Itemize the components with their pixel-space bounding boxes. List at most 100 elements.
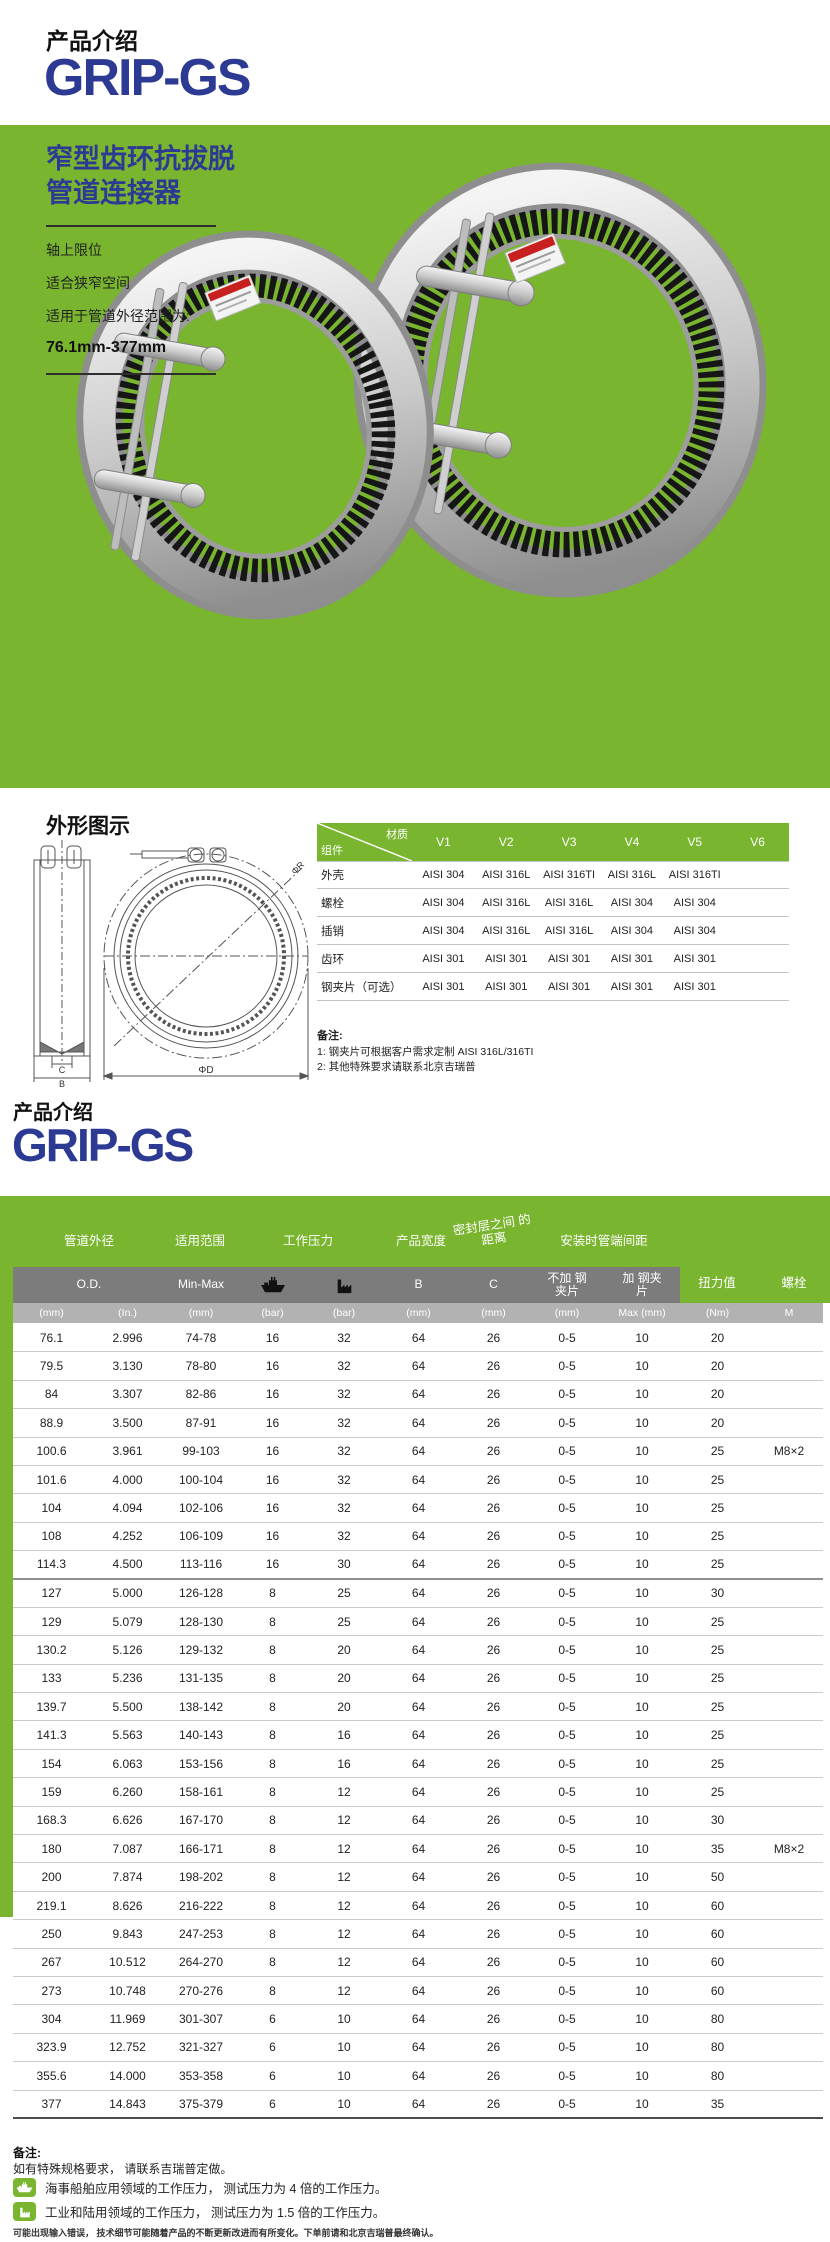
spec-cell: 8 (269, 1784, 276, 1799)
materials-corner-top: 材质 (386, 829, 408, 841)
spec-cell: 10 (635, 1898, 649, 1913)
spec-cell: 321-327 (178, 2040, 224, 2055)
spec-cell: 25 (710, 1529, 725, 1544)
spec-cell: 26 (486, 1614, 501, 1629)
spec-cell: 10 (635, 1359, 649, 1374)
spec-row: 355.6 14.000 353-358 6 10 64 26 0-5 10 80 (13, 2062, 823, 2091)
ship-icon (237, 1277, 308, 1293)
footer-marine-line: 海事船舶应用领域的工作压力， 测试压力为 4 倍的工作压力。 (13, 2178, 387, 2197)
materials-table-header: 材质 组件 V1 V2 V3 V4 V5 V6 (317, 823, 789, 861)
spec-cell: 10 (635, 1472, 649, 1487)
spec-row: 377 14.843 375-379 6 10 64 26 0-5 10 35 (13, 2090, 823, 2119)
material-value: AISI 301 (547, 952, 591, 965)
subheader-c: C (489, 1277, 498, 1292)
spec-cell: 26 (486, 1841, 501, 1856)
spec-cell: 3.500 (112, 1415, 143, 1430)
spec-cell: 127 (41, 1586, 62, 1601)
spec-cell: 0-5 (558, 1813, 576, 1828)
spec-cell: 26 (486, 1813, 501, 1828)
spec-row: 101.6 4.000 100-104 16 32 64 26 0-5 10 25 (13, 1465, 823, 1495)
spec-cell: 6 (269, 2096, 276, 2111)
spec-cell: 26 (486, 1898, 501, 1913)
spec-cell: 25 (710, 1444, 725, 1459)
spec-cell: 12 (337, 1955, 351, 1970)
spec-row: 129 5.079 128-130 8 25 64 26 0-5 10 25 (13, 1607, 823, 1637)
spec-row: 133 5.236 131-135 8 20 64 26 0-5 10 25 (13, 1664, 823, 1694)
spec-table: 管道外径 适用范围 工作压力 产品宽度 密封层之间 的距离 安装时管端间距 扭力… (0, 1196, 830, 2119)
subheader-od: O.D. (76, 1277, 102, 1292)
spec-cell: 10 (337, 2096, 351, 2111)
spec-cell: 14.843 (109, 2096, 146, 2111)
group-applicable-range: 适用范围 (174, 1234, 226, 1248)
spec-cell: 16 (337, 1756, 351, 1771)
material-value: AISI 304 (610, 896, 653, 909)
spec-cell: 247-253 (178, 1926, 224, 1941)
spec-cell: 64 (411, 2040, 426, 2055)
material-value: AISI 316L (482, 869, 531, 881)
spec-cell: 74-78 (185, 1330, 217, 1345)
spec-cell: 64 (411, 1501, 426, 1516)
spec-cell: 6 (269, 2012, 276, 2027)
spec-cell: 64 (411, 2068, 426, 2083)
material-value: AISI 301 (485, 980, 528, 993)
materials-table: 材质 组件 V1 V2 V3 V4 V5 V6 外壳 AISI 304 AISI 316L AI… (317, 823, 789, 1001)
spec-cell: 26 (486, 1955, 501, 1970)
spec-cell: 32 (337, 1472, 351, 1487)
spec-cell: 16 (265, 1387, 280, 1402)
product-photo (76, 162, 767, 620)
spec-cell: 270-276 (178, 1983, 224, 1998)
spec-cell: 64 (411, 1898, 426, 1913)
unit-label: Max (mm) (618, 1307, 666, 1319)
spec-cell: 64 (411, 1642, 426, 1657)
spec-cell: 154 (41, 1756, 62, 1771)
spec-cell: 3.307 (112, 1387, 143, 1402)
spec-cell: 32 (337, 1529, 351, 1544)
spec-cell: 0-5 (558, 1359, 576, 1374)
spec-cell: 26 (486, 1359, 501, 1374)
spec-cell: 10 (635, 1983, 649, 1998)
dim-label-d: ΦD (198, 1065, 213, 1076)
coupling-ring-front (76, 230, 434, 620)
spec-cell: 12.752 (109, 2040, 146, 2055)
spec-cell: 10.512 (109, 1955, 146, 1970)
hero-text-block: 窄型齿环抗拔脱 管道连接器 轴上限位 适合狭窄空间 适用于管道外径范围为: 76… (46, 143, 306, 385)
section2-header: 产品介绍 GRIP-GS (0, 1090, 830, 1196)
group-product-width: 产品宽度 (395, 1234, 447, 1248)
spec-cell: 10 (337, 2040, 351, 2055)
materials-note-2: 2: 其他特殊要求请联系北京吉瑞普 (317, 1061, 476, 1074)
spec-row: 114.3 4.500 113-116 16 30 64 26 0-5 10 25 (13, 1551, 823, 1580)
spec-cell: 64 (411, 1841, 426, 1856)
material-value: AISI 316L (482, 924, 531, 937)
spec-row: 323.9 12.752 321-327 6 10 64 26 0-5 10 80 (13, 2033, 823, 2063)
spec-cell: 14.000 (109, 2068, 146, 2083)
brand-title: GRIP-GS (44, 49, 252, 107)
spec-cell: 88.9 (39, 1415, 64, 1430)
spec-cell: 26 (486, 1870, 501, 1885)
spec-cell: 26 (486, 1983, 501, 1998)
spec-cell: 10 (635, 1529, 649, 1544)
spec-cell: 10 (635, 1415, 649, 1430)
hero-feature-3: 适用于管道外径范围为: (46, 307, 190, 324)
spec-cell: 129-132 (178, 1642, 224, 1657)
spec-cell: 10 (635, 2012, 649, 2027)
hero-feature-2: 适合狭窄空间 (46, 274, 130, 291)
spec-cell: 64 (411, 1472, 426, 1487)
materials-notes-title: 备注: (317, 1030, 343, 1042)
spec-cell: 26 (486, 1671, 501, 1686)
unit-label: (mm) (481, 1307, 506, 1319)
spec-cell: 323.9 (36, 2040, 67, 2055)
spec-cell: 82-86 (185, 1387, 217, 1402)
spec-cell: 0-5 (558, 1387, 576, 1402)
spec-cell: 20 (710, 1359, 725, 1374)
spec-cell: 25 (710, 1699, 725, 1714)
footer-industry-text: 工业和陆用领域的工作压力， 测试压力为 1.5 倍的工作压力。 (45, 2206, 386, 2220)
materials-body: 外壳 AISI 304 AISI 316L AISI 316TI AISI 316L AI… (317, 861, 789, 1001)
spec-cell: 10 (635, 1926, 649, 1941)
spec-cell: 50 (710, 1870, 725, 1885)
spec-cell: 10 (337, 2068, 351, 2083)
spec-cell: 26 (486, 1756, 501, 1771)
spec-cell: 5.500 (112, 1699, 143, 1714)
spec-cell: 84 (44, 1387, 59, 1402)
spec-cell: 10 (635, 1671, 649, 1686)
hero-section: 窄型齿环抗拔脱 管道连接器 轴上限位 适合狭窄空间 适用于管道外径范围为: 76… (0, 125, 830, 788)
